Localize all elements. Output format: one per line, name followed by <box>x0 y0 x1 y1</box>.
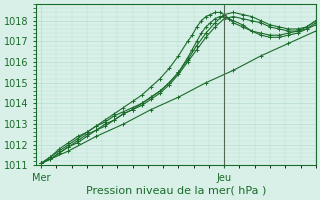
X-axis label: Pression niveau de la mer( hPa ): Pression niveau de la mer( hPa ) <box>86 186 266 196</box>
